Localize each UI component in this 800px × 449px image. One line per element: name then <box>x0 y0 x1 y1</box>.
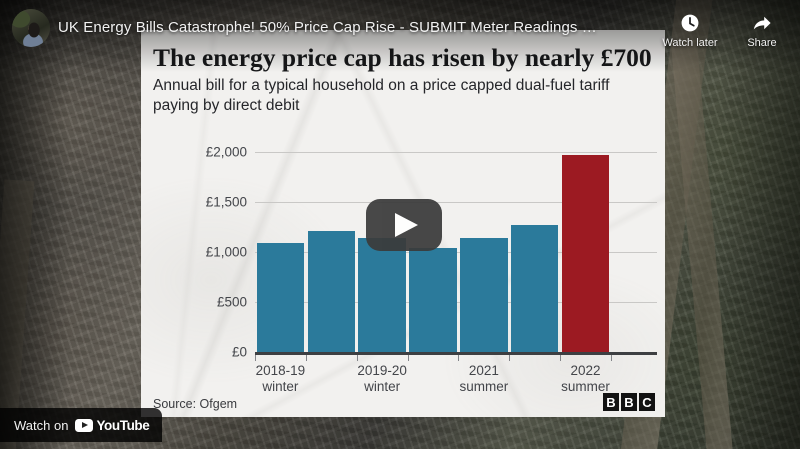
video-title[interactable]: UK Energy Bills Catastrophe! 50% Price C… <box>58 19 597 36</box>
avatar-image <box>12 9 50 47</box>
x-axis-tick <box>458 355 460 361</box>
youtube-play-icon <box>75 418 94 432</box>
x-axis-tick-label-line: 2022 <box>570 363 601 378</box>
x-axis-tick <box>509 355 511 361</box>
y-axis-tick-label: £500 <box>216 294 247 310</box>
play-button[interactable] <box>366 199 442 251</box>
channel-avatar[interactable] <box>12 9 50 47</box>
x-axis-tick-label-line: 2019-20 <box>357 363 407 378</box>
y-axis-tick-label: £0 <box>231 344 247 360</box>
x-axis-tick-label: 2018-19 winter <box>232 363 329 395</box>
bbc-logo-letter: C <box>639 393 655 411</box>
x-axis-line <box>255 352 657 355</box>
bar <box>460 237 508 352</box>
chart-subtitle: Annual bill for a typical household on a… <box>153 77 610 114</box>
watch-on-youtube-button[interactable]: Watch on YouTube <box>0 408 162 442</box>
x-axis-tick-label: 2019-20 winter <box>334 363 431 395</box>
bar-chart-plot-area: £0 £500 £1,000 £1,500 £2,000 2018-19 winter 201… <box>141 30 665 417</box>
x-axis-tick-label-line: winter <box>262 379 299 394</box>
background-vignette-left <box>0 0 70 449</box>
youtube-wordmark: YouTube <box>96 417 150 433</box>
x-axis-tick-label: 2021 summer <box>436 363 533 395</box>
background-vignette-right <box>720 0 800 449</box>
watch-on-label: Watch on <box>14 417 69 433</box>
x-axis-tick-label-line: winter <box>364 379 401 394</box>
gridline <box>255 202 657 203</box>
watch-later-label: Watch later <box>662 37 718 49</box>
chart-source-note: Source: Ofgem <box>153 397 238 411</box>
youtube-logo: YouTube <box>75 417 150 433</box>
player-top-gradient <box>0 0 800 72</box>
x-axis-tick <box>560 355 562 361</box>
bbc-logo: B B C <box>603 393 655 411</box>
y-axis-tick-label: £2,000 <box>205 144 247 160</box>
bar <box>256 243 305 352</box>
x-axis-tick-label-line: summer <box>561 379 610 394</box>
x-axis-tick <box>255 355 256 361</box>
share-label: Share <box>747 37 777 49</box>
x-axis-tick-label-line: 2018-19 <box>255 363 306 378</box>
bar <box>409 248 457 352</box>
y-axis-tick-label: £1,000 <box>205 244 247 260</box>
share-button[interactable]: Share <box>737 12 787 49</box>
x-axis-tick-label: 2022 summer <box>537 363 634 395</box>
bbc-logo-letter: B <box>603 393 619 411</box>
clock-icon <box>681 14 699 32</box>
bar <box>358 237 406 352</box>
bar <box>307 231 355 352</box>
bar <box>561 154 610 352</box>
watch-later-button[interactable]: Watch later <box>661 12 719 49</box>
x-axis-tick <box>305 355 307 361</box>
x-axis-tick-label-line: summer <box>459 379 509 394</box>
y-axis-tick-label: £1,500 <box>205 194 247 210</box>
x-axis-tick <box>611 355 612 361</box>
x-axis-tick-label-line: 2021 <box>468 363 499 378</box>
share-arrow-icon <box>753 16 771 30</box>
gridline <box>255 152 657 153</box>
x-axis-tick <box>407 355 409 361</box>
x-axis-tick <box>356 355 358 361</box>
bar <box>511 224 559 352</box>
bbc-logo-letter: B <box>621 393 637 411</box>
